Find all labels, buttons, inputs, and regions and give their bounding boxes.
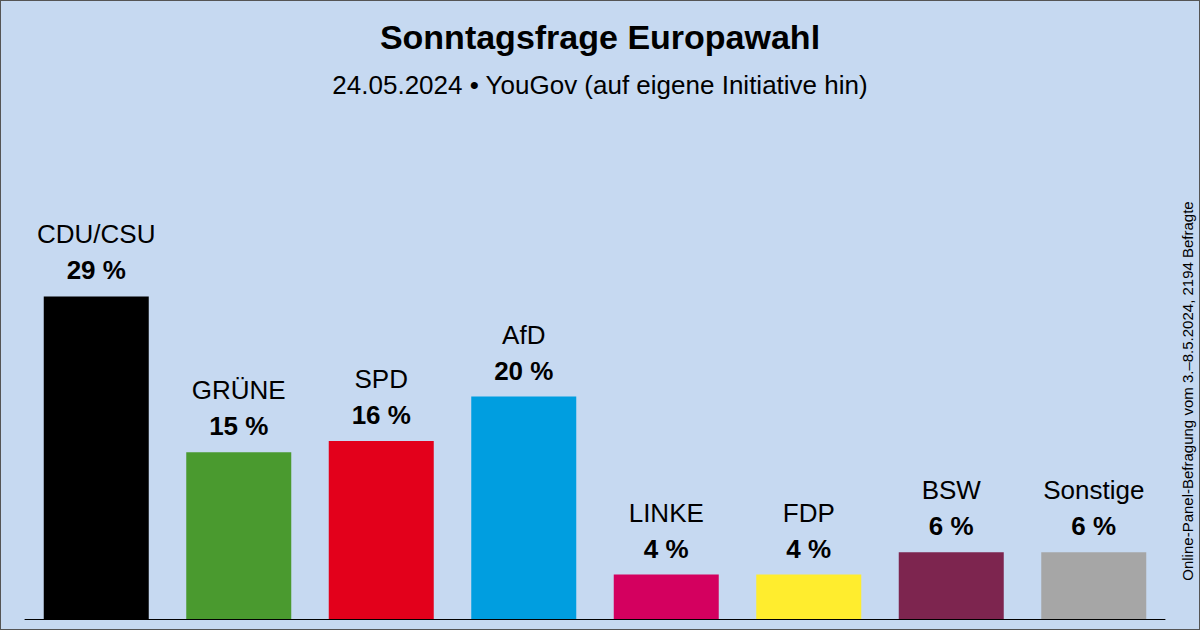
svg-text:CDU/CSU: CDU/CSU <box>37 219 155 249</box>
svg-text:6 %: 6 % <box>929 511 974 541</box>
svg-text:BSW: BSW <box>922 475 982 505</box>
svg-text:Sonntagsfrage Europawahl: Sonntagsfrage Europawahl <box>380 18 820 56</box>
svg-text:SPD: SPD <box>355 364 408 394</box>
svg-text:Online-Panel-Befragung vom 3.–: Online-Panel-Befragung vom 3.–8.5.2024, … <box>1179 201 1196 580</box>
svg-text:15 %: 15 % <box>209 411 268 441</box>
svg-text:16 %: 16 % <box>352 400 411 430</box>
svg-text:29 %: 29 % <box>67 255 126 285</box>
svg-text:4 %: 4 % <box>644 534 689 564</box>
svg-text:FDP: FDP <box>783 498 835 528</box>
svg-text:24.05.2024 • YouGov (auf eigen: 24.05.2024 • YouGov (auf eigene Initiati… <box>332 70 867 100</box>
svg-text:20 %: 20 % <box>494 356 553 386</box>
svg-text:4 %: 4 % <box>786 534 831 564</box>
svg-text:AfD: AfD <box>502 320 545 350</box>
svg-text:LINKE: LINKE <box>629 498 704 528</box>
svg-text:Sonstige: Sonstige <box>1043 475 1144 505</box>
svg-text:6 %: 6 % <box>1071 511 1116 541</box>
svg-text:GRÜNE: GRÜNE <box>192 375 286 405</box>
